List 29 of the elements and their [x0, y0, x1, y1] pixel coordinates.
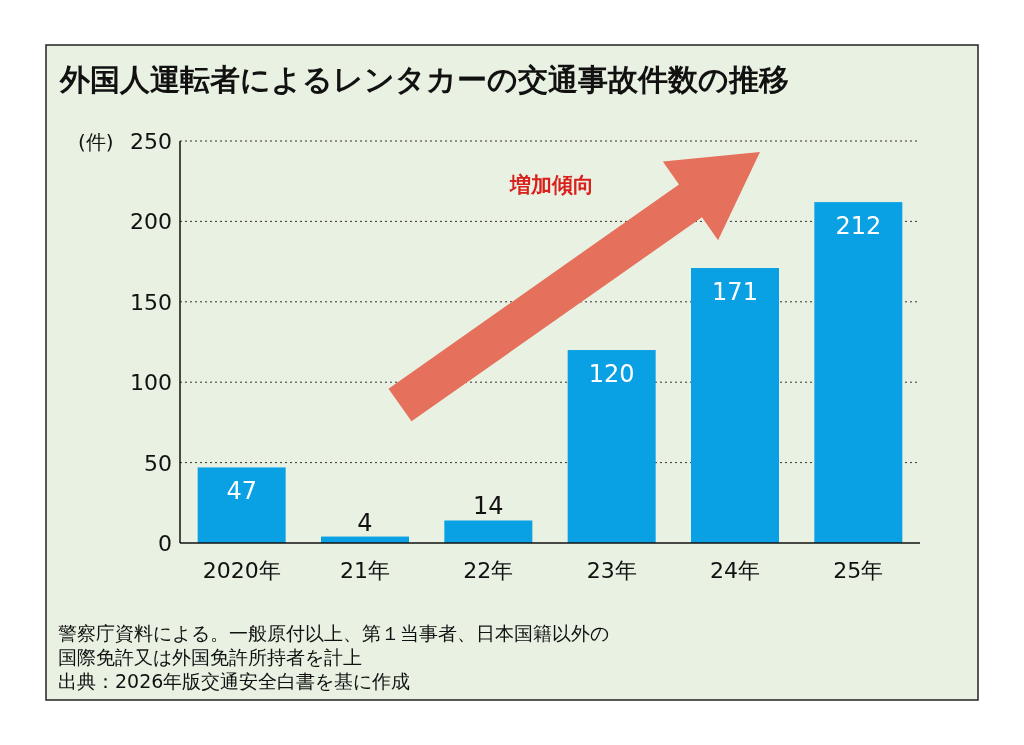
x-tick-label: 2020年	[202, 558, 281, 583]
data-label: 212	[835, 212, 882, 241]
y-axis-title: (件)	[78, 130, 114, 154]
x-tick-label: 22年	[463, 558, 514, 583]
data-label: 171	[712, 278, 758, 307]
y-tick-label: 0	[158, 531, 172, 556]
bar	[197, 467, 286, 543]
data-label: 120	[588, 360, 635, 389]
data-label: 14	[473, 492, 504, 521]
bar	[814, 202, 903, 543]
y-tick-label: 200	[130, 209, 172, 235]
text: 国際免許又は外国免許所持者を計上	[58, 646, 362, 668]
source-note: 出典：2026年版交通安全白書を基に作成	[58, 670, 411, 692]
annotation: 増加傾向	[509, 173, 594, 197]
x-tick-label: 25年	[833, 558, 884, 583]
bar	[567, 350, 656, 543]
x-tick-label: 24年	[710, 558, 760, 583]
y-tick-label: 150	[130, 289, 172, 315]
y-tick-label: 100	[130, 370, 172, 396]
data-label: 47	[226, 477, 257, 506]
bar	[444, 520, 533, 543]
y-tick-label: 50	[144, 450, 172, 476]
data-label: 4	[357, 508, 373, 537]
x-tick-label: 23年	[586, 558, 637, 583]
chart-title: 外国人運転者によるレンタカーの交通事故件数の推移	[59, 62, 789, 97]
text: 警察庁資料による。一般原付以上、第１当事者、日本国籍以外の	[58, 622, 609, 644]
y-tick-label: 250	[130, 129, 172, 154]
x-tick-label: 21年	[340, 558, 390, 583]
bar	[691, 268, 779, 543]
